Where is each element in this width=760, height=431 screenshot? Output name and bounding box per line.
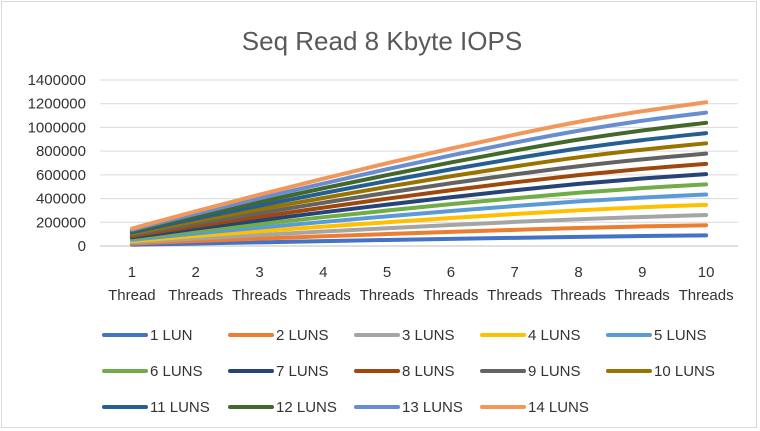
legend-item: 6 LUNS: [102, 363, 203, 380]
y-axis: 0 200000 400000 600000 800000 1000000 1200000 1…: [28, 72, 86, 255]
x-tick-label: 4 Threads: [296, 264, 351, 304]
legend-item: 14 LUNS: [480, 399, 589, 416]
legend-label: 11 LUNS: [150, 399, 210, 416]
legend-item: 3 LUNS: [354, 327, 455, 344]
series-line: [129, 161, 709, 239]
x-tick-number: 10: [698, 264, 715, 281]
x-tick-number: 4: [319, 264, 327, 281]
x-tick-word: Threads: [487, 287, 542, 304]
x-tick-word: Threads: [232, 287, 287, 304]
x-tick-word: Threads: [615, 287, 670, 304]
series-line: [129, 131, 709, 235]
series-line: [129, 172, 709, 240]
series-line: [129, 213, 709, 245]
y-tick-label: 200000: [36, 214, 86, 231]
legend-item: 12 LUNS: [228, 399, 337, 416]
legend-item: 2 LUNS: [228, 327, 329, 344]
y-tick-label: 0: [78, 238, 86, 255]
legend-item: 4 LUNS: [480, 327, 581, 344]
x-tick-word: Threads: [168, 287, 223, 304]
series-line: [129, 120, 709, 234]
x-tick-number: 5: [383, 264, 391, 281]
legend-item: 5 LUNS: [606, 327, 707, 344]
x-tick-word: Threads: [360, 287, 415, 304]
x-tick-label: 8 Threads: [551, 264, 606, 304]
x-tick-word: Threads: [551, 287, 606, 304]
series-line: [129, 182, 709, 241]
legend-label: 7 LUNS: [276, 363, 329, 380]
series-lines: [129, 100, 709, 247]
x-tick-word: Thread: [108, 287, 156, 304]
x-tick-word: Threads: [296, 287, 351, 304]
series-line: [129, 192, 709, 242]
series-line: [129, 110, 709, 232]
legend-label: 2 LUNS: [276, 327, 329, 344]
y-tick-label: 1200000: [28, 96, 86, 113]
x-tick-number: 2: [192, 264, 200, 281]
x-tick-label: 9 Threads: [615, 264, 670, 304]
legend-label: 10 LUNS: [654, 363, 715, 380]
legend-label: 3 LUNS: [402, 327, 455, 344]
series-line: [129, 100, 709, 231]
series-line: [129, 233, 709, 247]
x-tick-word: Threads: [679, 287, 734, 304]
legend-label: 5 LUNS: [654, 327, 707, 344]
legend-label: 13 LUNS: [402, 399, 463, 416]
x-tick-number: 6: [447, 264, 455, 281]
series-line: [129, 223, 709, 246]
series-line: [129, 202, 709, 244]
legend-item: 11 LUNS: [102, 399, 210, 416]
x-tick-number: 9: [638, 264, 646, 281]
y-tick-label: 400000: [36, 191, 86, 208]
y-tick-label: 800000: [36, 143, 86, 160]
x-tick-label: 2 Threads: [168, 264, 223, 304]
legend-label: 14 LUNS: [528, 399, 589, 416]
chart-title: Seq Read 8 Kbyte IOPS: [242, 26, 522, 56]
x-tick-number: 7: [511, 264, 519, 281]
x-tick-label: 1 Thread: [108, 264, 156, 304]
legend-item: 7 LUNS: [228, 363, 329, 380]
legend-item: 13 LUNS: [354, 399, 463, 416]
legend-label: 12 LUNS: [276, 399, 337, 416]
legend-label: 6 LUNS: [150, 363, 203, 380]
y-tick-label: 1400000: [28, 72, 86, 89]
x-tick-label: 7 Threads: [487, 264, 542, 304]
legend-label: 8 LUNS: [402, 363, 455, 380]
legend-item: 8 LUNS: [354, 363, 455, 380]
x-tick-number: 3: [255, 264, 263, 281]
x-tick-number: 1: [128, 264, 136, 281]
x-tick-label: 5 Threads: [360, 264, 415, 304]
legend-label: 1 LUN: [150, 327, 193, 344]
legend: 1 LUN 2 LUNS 3 LUNS 4 LUNS 5 LUNS 6 LUNS 7 LUN…: [102, 327, 715, 416]
legend-label: 4 LUNS: [528, 327, 581, 344]
x-tick-word: Threads: [423, 287, 478, 304]
x-tick-label: 6 Threads: [423, 264, 478, 304]
x-axis: 1Thread2Threads3Threads4Threads5Threads6…: [108, 264, 733, 304]
y-tick-label: 1000000: [28, 119, 86, 136]
legend-item: 1 LUN: [102, 327, 193, 344]
series-line: [129, 151, 709, 237]
x-tick-label: 3 Threads: [232, 264, 287, 304]
x-tick-number: 8: [574, 264, 582, 281]
legend-item: 9 LUNS: [480, 363, 581, 380]
legend-item: 10 LUNS: [606, 363, 715, 380]
x-tick-label: 10 Threads: [679, 264, 734, 304]
series-line: [129, 141, 709, 236]
y-tick-label: 600000: [36, 167, 86, 184]
legend-label: 9 LUNS: [528, 363, 581, 380]
